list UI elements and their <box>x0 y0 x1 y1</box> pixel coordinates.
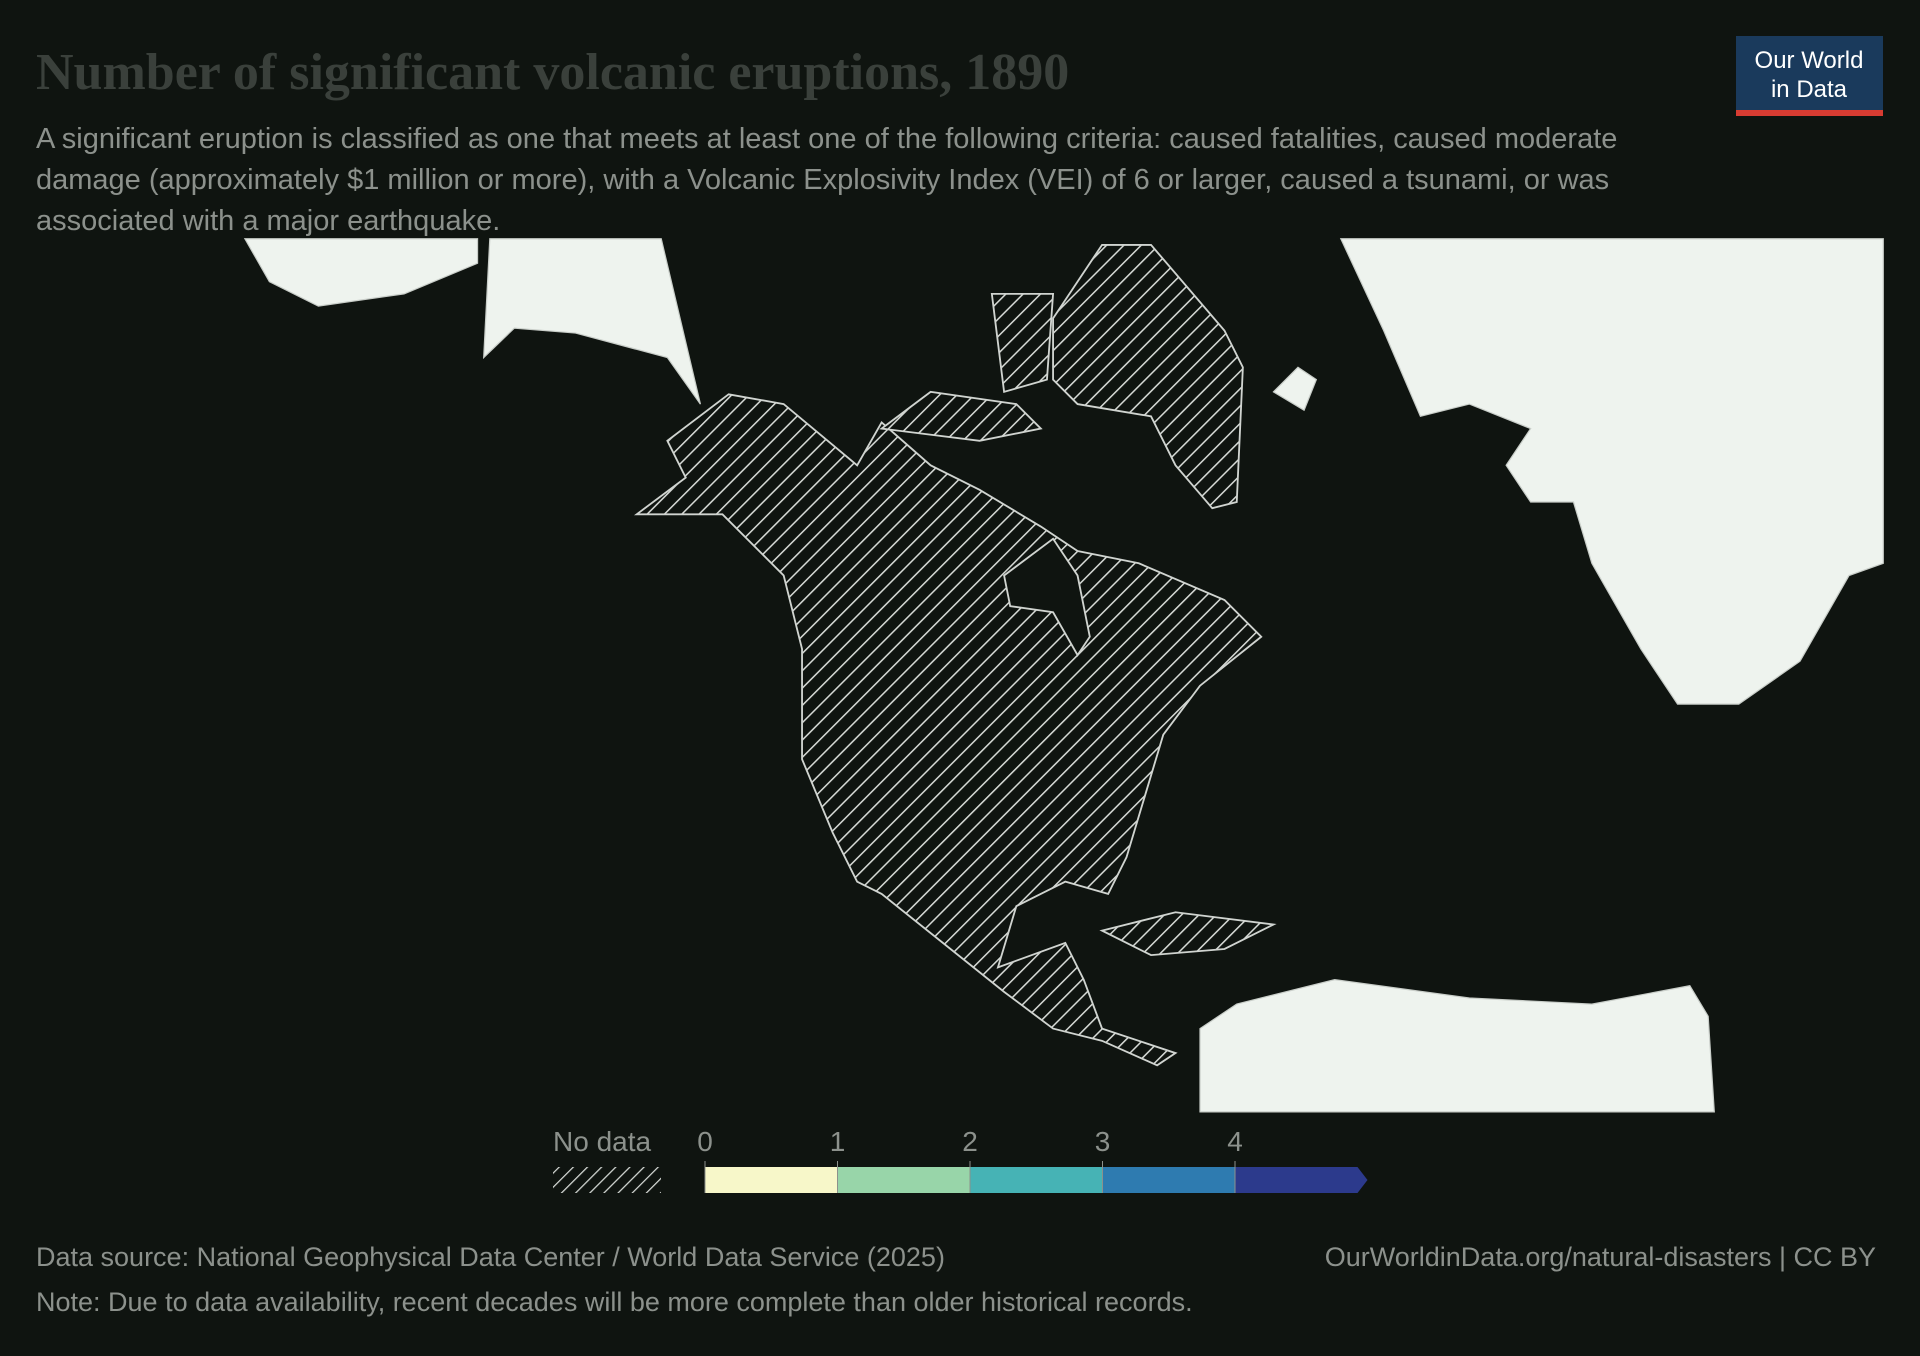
no-data-label: No data <box>553 1126 651 1157</box>
land <box>482 238 702 405</box>
legend: No data 0 1 2 3 4 <box>553 1126 1368 1193</box>
legend-swatch <box>1235 1167 1368 1193</box>
logo-bar <box>1736 110 1883 116</box>
logo-line: Our World <box>1755 47 1864 74</box>
subtitle-line: associated with a major earthquake. <box>36 205 500 237</box>
no-data-region <box>879 390 1043 442</box>
land <box>1272 366 1318 412</box>
subtitle: A significant eruption is classified as … <box>36 123 1617 237</box>
logo-line: in Data <box>1771 76 1848 103</box>
legend-tick-label: 3 <box>1095 1126 1111 1157</box>
legend-swatch <box>837 1167 970 1193</box>
legend-tick-label: 0 <box>697 1126 713 1157</box>
no-data-region <box>1099 911 1277 957</box>
legend-swatch <box>970 1167 1103 1193</box>
source: Data source: National Geophysical Data C… <box>36 1242 945 1272</box>
legend-tick-label: 1 <box>830 1126 846 1157</box>
land <box>243 238 479 307</box>
title: Number of significant volcanic eruptions… <box>36 44 1069 101</box>
logo[interactable]: Our World in Data <box>1736 36 1883 116</box>
land <box>1339 238 1884 705</box>
legend-tick-label: 4 <box>1227 1126 1243 1157</box>
map <box>243 238 1884 1113</box>
url[interactable]: OurWorldinData.org/natural-disasters | C… <box>1325 1242 1876 1272</box>
no-data-region <box>633 393 1263 1067</box>
no-data-region <box>1052 243 1244 510</box>
legend-tick-label: 2 <box>962 1126 978 1157</box>
no-data-region <box>990 292 1055 394</box>
logo-box <box>1736 36 1883 110</box>
legend-swatch <box>705 1167 838 1193</box>
water <box>1003 537 1091 657</box>
subtitle-line: A significant eruption is classified as … <box>36 123 1617 155</box>
no-data-swatch <box>553 1167 661 1193</box>
land <box>1199 978 1715 1113</box>
legend-swatch <box>1102 1167 1235 1193</box>
subtitle-line: damage (approximately $1 million or more… <box>36 164 1609 196</box>
note: Note: Due to data availability, recent d… <box>36 1287 1193 1317</box>
